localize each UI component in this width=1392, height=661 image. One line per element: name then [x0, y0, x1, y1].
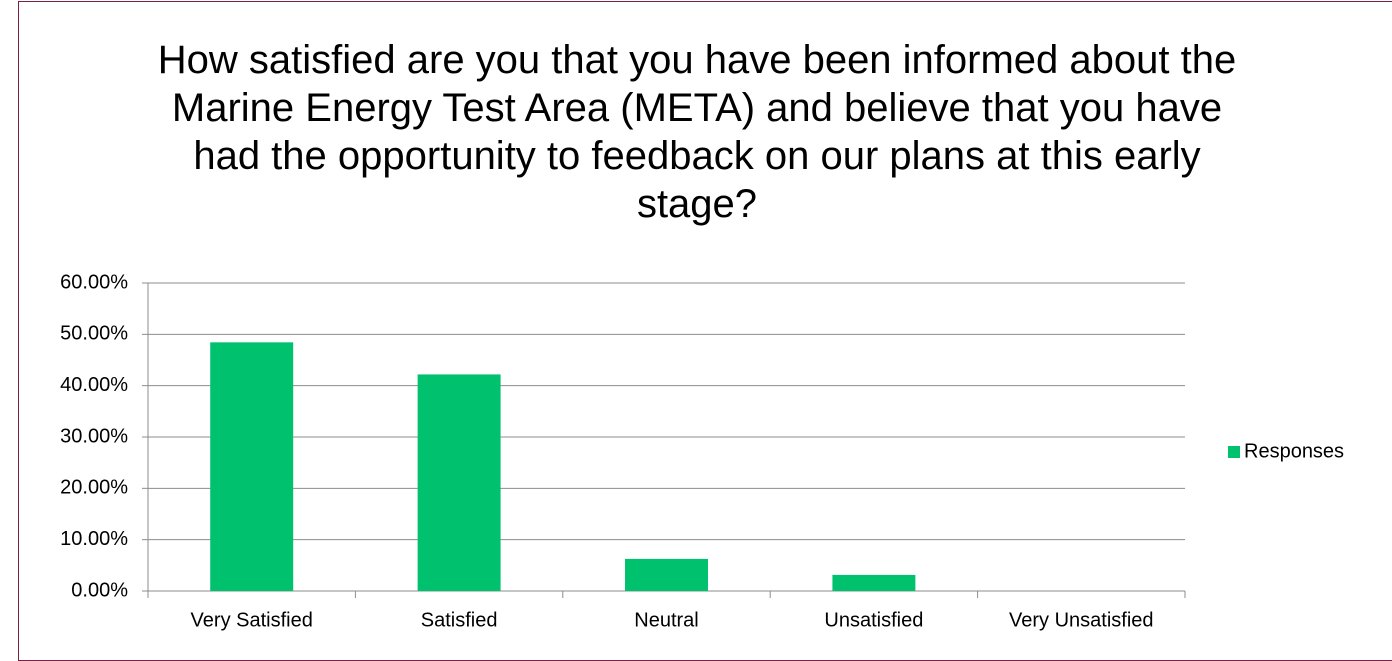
bar	[417, 374, 501, 591]
y-tick-label: 20.00%	[60, 477, 128, 499]
x-tick-label: Neutral	[634, 609, 698, 631]
y-tick-label: 60.00%	[60, 271, 128, 293]
x-tick-label: Very Unsatisfied	[1009, 609, 1154, 631]
bar	[832, 574, 916, 591]
y-tick-label: 30.00%	[60, 425, 128, 447]
chart: 0.00% 10.00% 20.00% 30.00% 40.00% 50.00% 60.00…	[60, 271, 1344, 631]
bar	[210, 342, 294, 591]
x-tick-label: Very Satisfied	[191, 609, 313, 631]
legend-label: Responses	[1244, 440, 1344, 462]
y-tick-label: 50.00%	[60, 323, 128, 345]
bar	[625, 558, 708, 591]
y-tick-label: 40.00%	[60, 374, 128, 396]
x-tick-label: Satisfied	[421, 609, 498, 631]
chart-title: How satisfied are you that you have been…	[157, 38, 1237, 226]
x-tick-label: Unsatisfied	[824, 609, 923, 631]
y-tick-label: 10.00%	[60, 528, 128, 550]
y-tick-label: 0.00%	[71, 579, 128, 601]
legend-swatch	[1228, 446, 1240, 458]
